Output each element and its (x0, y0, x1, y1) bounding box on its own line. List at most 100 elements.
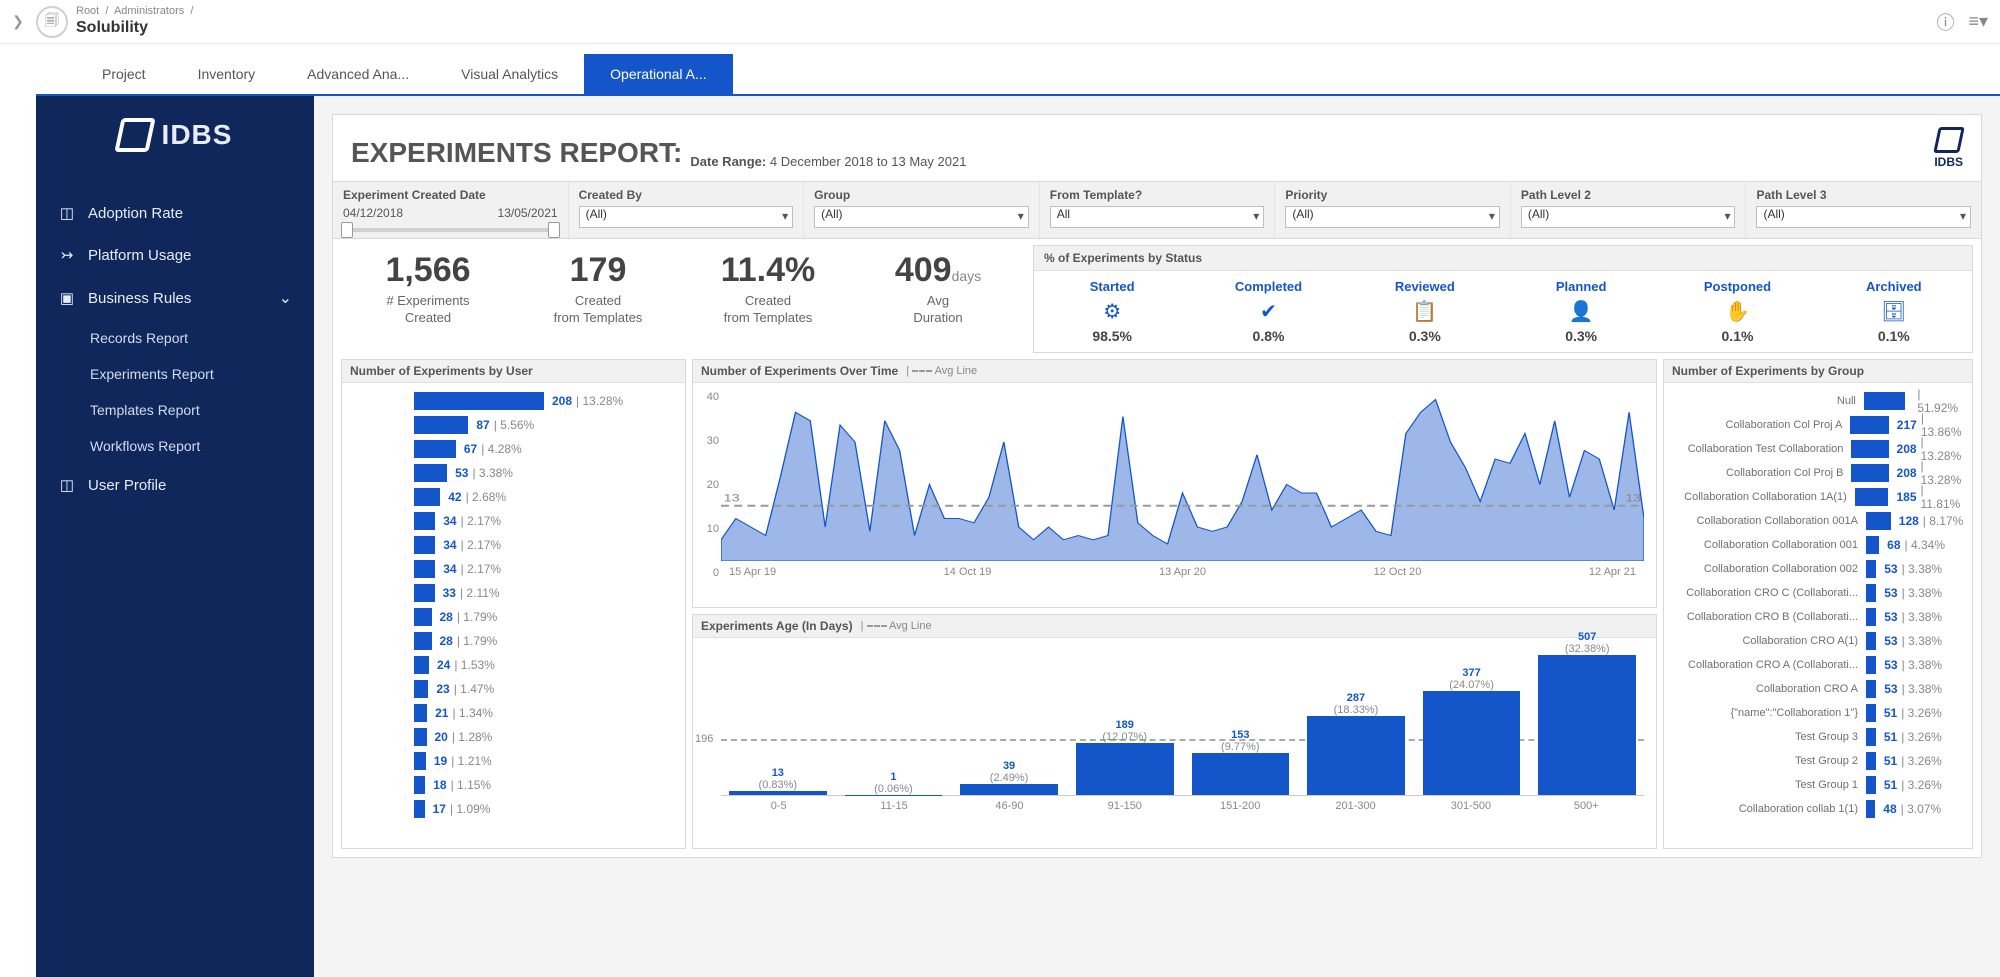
group-bar-row[interactable]: {"name":"Collaboration 1"}51 | 3.26% (1672, 701, 1964, 725)
age-bar[interactable]: 189(12.07%) (1076, 743, 1174, 795)
user-bar-row[interactable]: 23 | 1.47% (350, 677, 677, 701)
brand-text: IDBS (1934, 155, 1963, 169)
logo-text: IDBS (162, 119, 233, 151)
tab-operational-a-[interactable]: Operational A... (584, 54, 733, 94)
status-archived[interactable]: Archived🗄0.1% (1816, 271, 1972, 352)
nav-icon: ◫ (58, 476, 76, 494)
status-reviewed[interactable]: Reviewed📋0.3% (1347, 271, 1503, 352)
app-badge-icon[interactable]: 🗐 (36, 6, 68, 38)
user-bar-row[interactable]: 24 | 1.53% (350, 653, 677, 677)
age-bar[interactable]: 377(24.07%) (1423, 691, 1521, 795)
top-bar: ❯ 🗐 Root / Administrators / Solubility ⓘ… (0, 0, 2000, 44)
filter-bar: Experiment Created Date04/12/201813/05/2… (333, 181, 1981, 239)
age-bar[interactable]: 13(0.83%) (729, 791, 827, 795)
group-bar-row[interactable]: Null | 51.92% (1672, 389, 1964, 413)
age-bar[interactable]: 507(32.38%) (1538, 655, 1636, 795)
user-bar-row[interactable]: 208 | 13.28% (350, 389, 677, 413)
group-bar-row[interactable]: Collaboration Collaboration 00168 | 4.34… (1672, 533, 1964, 557)
date-range-value: 4 December 2018 to 13 May 2021 (770, 154, 967, 169)
filter-priority: Priority(All) (1275, 182, 1511, 238)
filter-path-level-: Path Level 3(All) (1746, 182, 1981, 238)
sidebar-sub-experiments-report[interactable]: Experiments Report (36, 356, 314, 392)
status-title: % of Experiments by Status (1034, 246, 1972, 271)
filter-select[interactable]: (All) (814, 206, 1029, 228)
sidebar-item-adoption-rate[interactable]: ◫Adoption Rate (36, 192, 314, 234)
overtime-title: Number of Experiments Over Time (701, 364, 898, 378)
tab-visual-analytics[interactable]: Visual Analytics (435, 54, 584, 94)
user-bar-row[interactable]: 34 | 2.17% (350, 533, 677, 557)
filter-select[interactable]: All (1050, 206, 1265, 228)
age-title: Experiments Age (In Days) (701, 619, 853, 633)
filter-group: Group(All) (804, 182, 1040, 238)
user-bar-row[interactable]: 34 | 2.17% (350, 557, 677, 581)
sidebar-sub-workflows-report[interactable]: Workflows Report (36, 428, 314, 464)
logo-mark-icon (114, 118, 155, 152)
user-bar-row[interactable]: 33 | 2.11% (350, 581, 677, 605)
age-chart[interactable]: 196 13(0.83%)1(0.06%)39(2.49%)189(12.07%… (693, 638, 1656, 848)
breadcrumb: Root / Administrators / Solubility (76, 4, 193, 39)
status-completed[interactable]: Completed✔0.8% (1190, 271, 1346, 352)
filter-select[interactable]: (All) (1521, 206, 1736, 228)
age-bar[interactable]: 39(2.49%) (960, 784, 1058, 795)
overtime-chart[interactable]: 403020100 1313 15 Apr 1914 Oct 1913 Apr … (693, 383, 1656, 607)
group-bar-row[interactable]: Test Group 151 | 3.26% (1672, 773, 1964, 797)
group-bar-row[interactable]: Collaboration CRO B (Collaborati...53 | … (1672, 605, 1964, 629)
sidebar-item-business-rules[interactable]: ▣Business Rules (36, 276, 314, 320)
tab-inventory[interactable]: Inventory (172, 54, 282, 94)
kpi: 11.4%Createdfrom Templates (683, 253, 853, 345)
sidebar-sub-records-report[interactable]: Records Report (36, 320, 314, 356)
tab-project[interactable]: Project (76, 54, 172, 94)
filter-path-level-: Path Level 2(All) (1511, 182, 1747, 238)
sidebar-sub-templates-report[interactable]: Templates Report (36, 392, 314, 428)
age-bar[interactable]: 153(9.77%) (1192, 753, 1290, 795)
user-bar-row[interactable]: 53 | 3.38% (350, 461, 677, 485)
group-bar-row[interactable]: Collaboration CRO A53 | 3.38% (1672, 677, 1964, 701)
tab-advanced-ana-[interactable]: Advanced Ana... (281, 54, 435, 94)
filter-select[interactable]: (All) (1285, 206, 1500, 228)
breadcrumb-admin[interactable]: Administrators (114, 5, 184, 17)
user-bar-row[interactable]: 17 | 1.09% (350, 797, 677, 821)
group-bar-row[interactable]: Collaboration Col Proj B208 | 13.28% (1672, 461, 1964, 485)
user-bar-row[interactable]: 20 | 1.28% (350, 725, 677, 749)
group-bar-row[interactable]: Collaboration Collaboration 00253 | 3.38… (1672, 557, 1964, 581)
user-bar-row[interactable]: 28 | 1.79% (350, 605, 677, 629)
filter-select[interactable]: (All) (1756, 206, 1971, 228)
users-panel: Number of Experiments by User 208 | 13.2… (341, 359, 686, 849)
group-bar-row[interactable]: Test Group 251 | 3.26% (1672, 749, 1964, 773)
brand-mark-icon (1933, 127, 1965, 153)
user-bar-row[interactable]: 28 | 1.79% (350, 629, 677, 653)
topbar-actions: ⓘ ≡▾ (1936, 9, 1988, 35)
group-bar-row[interactable]: Collaboration Collaboration 1A(1)185 | 1… (1672, 485, 1964, 509)
user-bar-row[interactable]: 87 | 5.56% (350, 413, 677, 437)
status-postponed[interactable]: Postponed✋0.1% (1659, 271, 1815, 352)
svg-text:13: 13 (724, 491, 740, 504)
user-bar-row[interactable]: 18 | 1.15% (350, 773, 677, 797)
user-bar-row[interactable]: 67 | 4.28% (350, 437, 677, 461)
date-slider[interactable] (343, 228, 558, 232)
filter-created-by: Created By(All) (569, 182, 805, 238)
filter-select[interactable]: (All) (579, 206, 794, 228)
status-started[interactable]: Started⚙98.5% (1034, 271, 1190, 352)
status-planned[interactable]: Planned👤0.3% (1503, 271, 1659, 352)
group-bar-row[interactable]: Collaboration CRO C (Collaborati...53 | … (1672, 581, 1964, 605)
group-bar-row[interactable]: Collaboration CRO A(1)53 | 3.38% (1672, 629, 1964, 653)
user-bar-row[interactable]: 19 | 1.21% (350, 749, 677, 773)
filter-label: From Template? (1050, 188, 1265, 202)
group-bar-row[interactable]: Collaboration Col Proj A217 | 13.86% (1672, 413, 1964, 437)
user-bar-row[interactable]: 21 | 1.34% (350, 701, 677, 725)
age-bar[interactable]: 287(18.33%) (1307, 716, 1405, 795)
expand-sidebar-icon[interactable]: ❯ (8, 12, 28, 32)
group-bar-row[interactable]: Collaboration Test Collaboration208 | 13… (1672, 437, 1964, 461)
info-icon[interactable]: ⓘ (1936, 9, 1954, 35)
age-panel: Experiments Age (In Days) | Avg Line 196… (692, 614, 1657, 849)
user-bar-row[interactable]: 34 | 2.17% (350, 509, 677, 533)
user-bar-row[interactable]: 42 | 2.68% (350, 485, 677, 509)
sidebar-item-user-profile[interactable]: ◫User Profile (36, 464, 314, 506)
breadcrumb-root[interactable]: Root (76, 5, 99, 17)
group-bar-row[interactable]: Collaboration Collaboration 001A128 | 8.… (1672, 509, 1964, 533)
sidebar-item-platform-usage[interactable]: ↣Platform Usage (36, 234, 314, 276)
group-bar-row[interactable]: Collaboration collab 1(1)48 | 3.07% (1672, 797, 1964, 821)
group-bar-row[interactable]: Collaboration CRO A (Collaborati...53 | … (1672, 653, 1964, 677)
group-bar-row[interactable]: Test Group 351 | 3.26% (1672, 725, 1964, 749)
menu-icon[interactable]: ≡▾ (1968, 11, 1988, 32)
